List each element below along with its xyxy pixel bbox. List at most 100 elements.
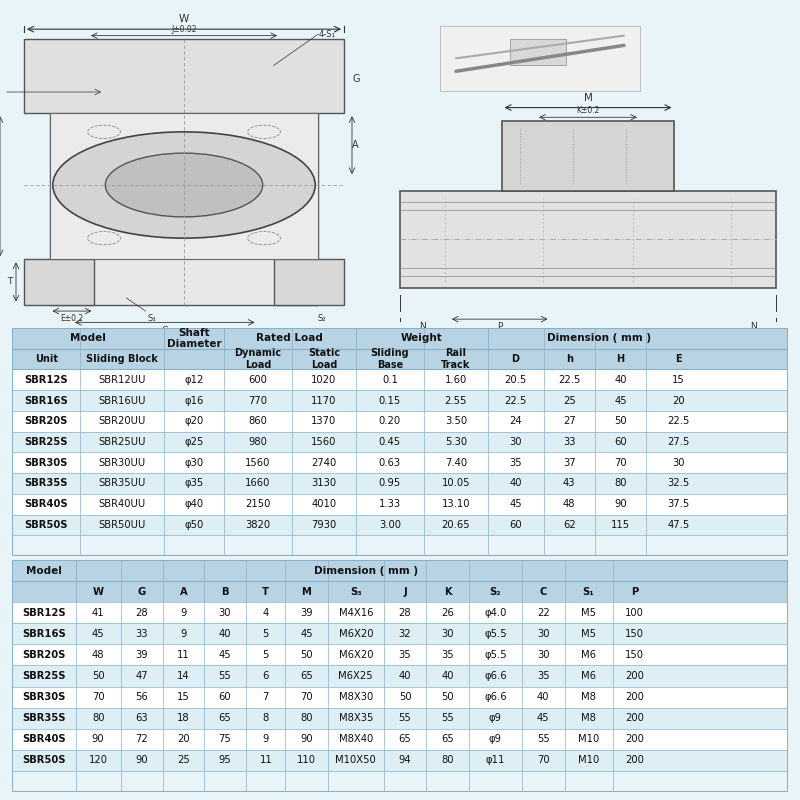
Text: SBR50S: SBR50S [22,755,66,766]
Text: SBR30S: SBR30S [22,692,66,702]
Text: SBR30UU: SBR30UU [98,458,146,468]
Text: 55: 55 [537,734,550,744]
Text: 40: 40 [442,671,454,681]
Text: 65: 65 [300,671,313,681]
Text: 20.65: 20.65 [442,520,470,530]
Bar [24,259,94,305]
Text: 30: 30 [537,629,550,639]
Text: P: P [497,322,502,330]
Text: 200: 200 [625,713,644,723]
Text: 7930: 7930 [311,520,337,530]
FancyBboxPatch shape [12,602,788,623]
Text: 45: 45 [537,713,550,723]
FancyBboxPatch shape [12,560,788,581]
FancyBboxPatch shape [12,666,788,686]
Text: Rail
Track: Rail Track [441,348,470,370]
Text: M6: M6 [581,650,596,660]
Text: 8: 8 [262,713,269,723]
Text: K: K [444,586,451,597]
Text: 55: 55 [218,671,231,681]
Text: 45: 45 [300,629,313,639]
Text: 5: 5 [262,629,269,639]
FancyBboxPatch shape [12,370,788,390]
Text: 50: 50 [614,416,626,426]
Text: 4-S₁: 4-S₁ [318,30,335,38]
Text: SBR40S: SBR40S [22,734,66,744]
Text: Dimension ( mm ): Dimension ( mm ) [547,334,651,343]
Text: 40: 40 [398,671,411,681]
Text: Model: Model [70,334,106,343]
Text: 62: 62 [562,520,575,530]
FancyBboxPatch shape [12,602,788,623]
Text: SBR20S: SBR20S [25,416,68,426]
FancyBboxPatch shape [12,390,788,411]
Text: 65: 65 [218,713,231,723]
Text: T: T [262,586,270,597]
Text: 1020: 1020 [311,375,337,385]
Text: 56: 56 [136,692,148,702]
Text: M6: M6 [581,671,596,681]
Bar [400,190,776,288]
FancyBboxPatch shape [12,581,788,602]
Text: 45: 45 [614,395,626,406]
Text: SBR12UU: SBR12UU [98,375,146,385]
Text: Unit: Unit [34,354,58,364]
Text: Dynamic
Load: Dynamic Load [234,348,282,370]
Bar [502,121,674,190]
Text: φ25: φ25 [184,437,204,447]
Text: 2.55: 2.55 [445,395,467,406]
Text: L: L [585,330,591,341]
Text: 39: 39 [300,608,313,618]
Text: 70: 70 [92,692,105,702]
Text: M: M [302,586,311,597]
Text: 50: 50 [398,692,411,702]
Text: 47.5: 47.5 [667,520,690,530]
Text: 6: 6 [262,671,269,681]
Text: 150: 150 [625,650,644,660]
Text: B: B [222,586,229,597]
Text: 80: 80 [614,478,626,489]
Text: 37: 37 [563,458,575,468]
Text: Rated Load: Rated Load [256,334,323,343]
Text: 4: 4 [262,608,269,618]
Text: 72: 72 [136,734,148,744]
Text: 50: 50 [442,692,454,702]
Bar [440,26,640,90]
Text: N: N [750,322,757,330]
Text: K±0.2: K±0.2 [576,106,600,114]
Text: M4X16: M4X16 [338,608,373,618]
Text: 40: 40 [614,375,626,385]
Text: 200: 200 [625,692,644,702]
Text: S₁: S₁ [582,586,594,597]
Text: A: A [352,140,358,150]
Text: 11: 11 [259,755,272,766]
Text: C: C [539,586,547,597]
Text: SBR25UU: SBR25UU [98,437,146,447]
Text: 2740: 2740 [311,458,337,468]
Text: 860: 860 [249,416,267,426]
Text: S₂: S₂ [318,314,326,323]
Text: 33: 33 [136,629,148,639]
Text: SBR16S: SBR16S [24,395,68,406]
Text: 3.00: 3.00 [379,520,401,530]
Text: φ9: φ9 [489,734,502,744]
Text: 20.5: 20.5 [505,375,526,385]
Text: 70: 70 [614,458,626,468]
Text: J±0.02: J±0.02 [171,25,197,34]
Text: 48: 48 [563,499,575,509]
Text: SBR16S: SBR16S [22,629,66,639]
Text: SBR25S: SBR25S [22,671,66,681]
Text: 1370: 1370 [311,416,337,426]
Text: 1.33: 1.33 [379,499,401,509]
Text: M10X50: M10X50 [335,755,376,766]
Text: 60: 60 [218,692,231,702]
Text: M8: M8 [581,692,596,702]
Text: φ11: φ11 [486,755,505,766]
Text: B: B [181,335,187,344]
Text: 30: 30 [537,650,550,660]
Text: φ35: φ35 [184,478,203,489]
Text: Static
Load: Static Load [308,348,340,370]
Text: φ50: φ50 [184,520,203,530]
Text: 3820: 3820 [246,520,270,530]
Text: 80: 80 [92,713,104,723]
